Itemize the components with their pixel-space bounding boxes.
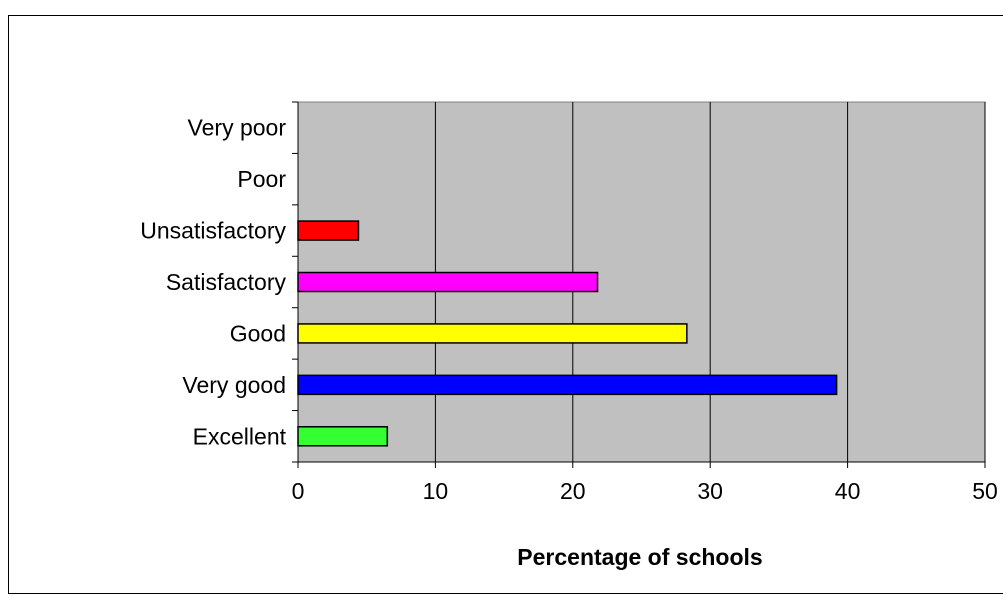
bar-very-good	[297, 374, 838, 396]
category-labels: Excellent Very good Good Satisfactory Unsati…	[140, 115, 286, 450]
x-axis-title: Percentage of schools	[517, 544, 762, 570]
bar-satisfactory	[297, 271, 599, 293]
x-tick-label: 20	[560, 478, 586, 504]
chart-frame: 0 10 20 30 40 50 Excellent Very good Good Satisf…	[8, 15, 1003, 594]
x-tick-label: 0	[292, 478, 305, 504]
x-tick-labels: 0 10 20 30 40 50	[292, 478, 998, 504]
bar-chart: 0 10 20 30 40 50 Excellent Very good Good Satisf…	[140, 101, 998, 570]
category-label: Excellent	[193, 423, 287, 449]
bar-unsatisfactory	[297, 220, 360, 241]
axes	[292, 101, 986, 468]
category-label: Unsatisfactory	[140, 218, 286, 244]
x-tick-label: 40	[835, 478, 861, 504]
category-label: Very good	[182, 372, 286, 398]
x-tick-label: 10	[423, 478, 449, 504]
category-label: Poor	[237, 166, 286, 192]
category-label: Satisfactory	[166, 269, 287, 295]
bar-excellent	[297, 426, 389, 447]
x-tick-label: 50	[972, 478, 998, 504]
x-tick-label: 30	[697, 478, 723, 504]
category-label: Very poor	[188, 115, 287, 141]
bar-good	[297, 323, 688, 344]
bars	[297, 220, 838, 447]
category-label: Good	[230, 320, 286, 346]
